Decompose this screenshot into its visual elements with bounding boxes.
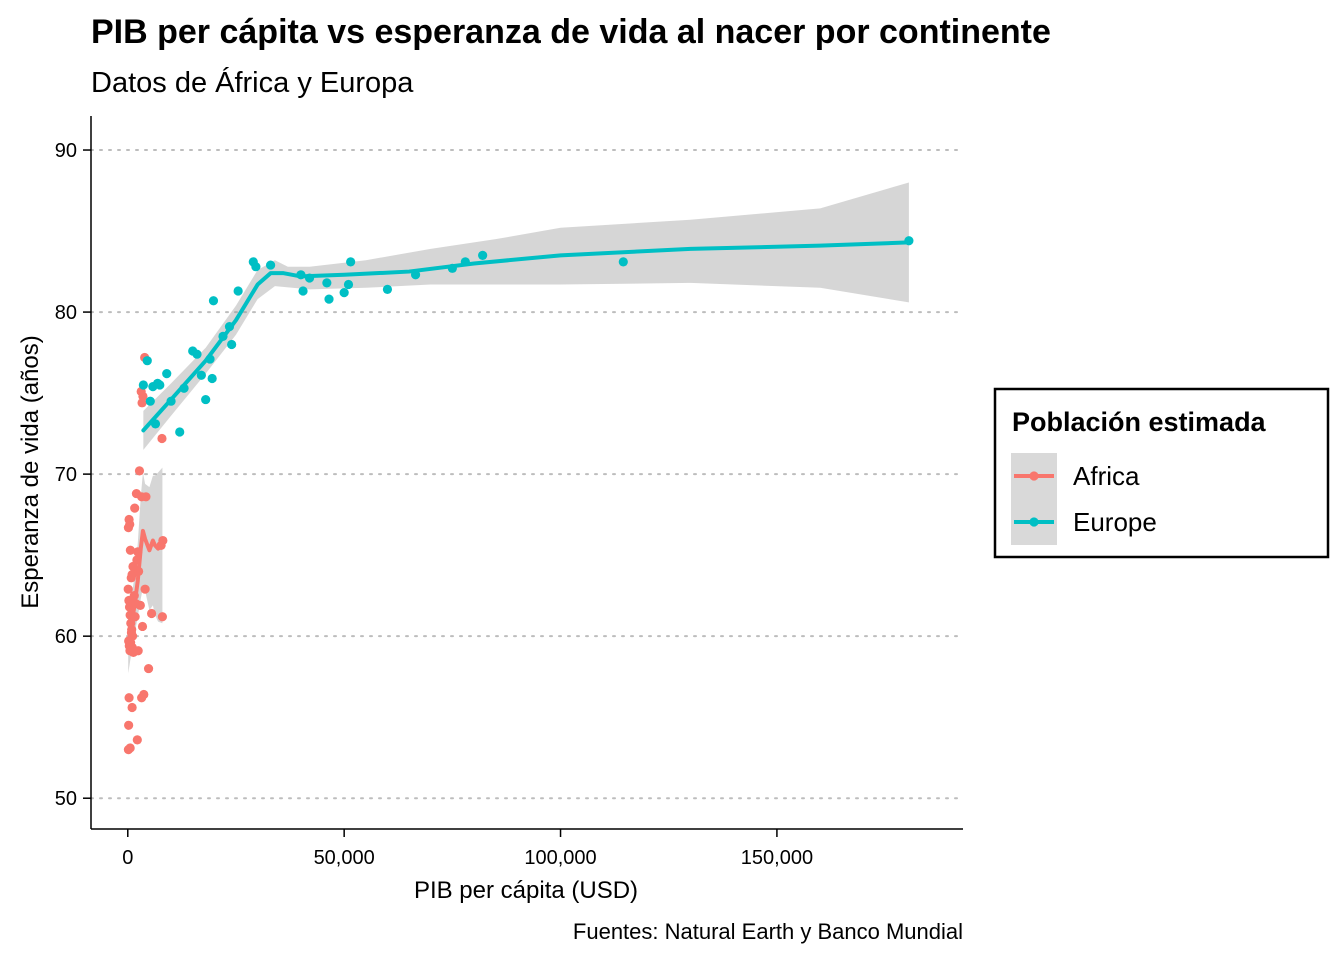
confidence-band-africa (128, 467, 163, 674)
chart-title: PIB per cápita vs esperanza de vida al n… (91, 13, 1051, 51)
data-point-europe-29 (324, 294, 334, 304)
x-axis-ticks: 0 50,000 100,000 150,000 (122, 829, 813, 869)
legend-label-africa: Africa (1073, 461, 1140, 491)
data-point-europe-12 (192, 349, 202, 359)
data-point-europe-26 (298, 286, 308, 296)
data-point-africa-44 (132, 735, 142, 745)
data-point-africa-43 (124, 720, 134, 730)
data-point-europe-20 (227, 339, 237, 350)
data-point-africa-42 (139, 689, 149, 700)
data-point-europe-30 (339, 288, 349, 298)
data-point-africa-32 (133, 646, 143, 656)
data-point-europe-33 (382, 284, 393, 294)
x-tick-label-100000: 100,000 (524, 847, 596, 869)
y-tick-label-90: 90 (55, 140, 77, 162)
data-point-europe-7 (162, 369, 172, 379)
smooth-lines (126, 240, 911, 647)
y-axis-title: Esperanza de vida (años) (17, 335, 44, 609)
legend-key-point-africa (1029, 471, 1039, 481)
data-point-africa-2 (125, 519, 135, 529)
data-point-africa-33 (135, 600, 145, 610)
data-point-europe-24 (265, 260, 276, 270)
data-point-europe-32 (346, 257, 356, 267)
data-point-europe-0 (138, 380, 148, 390)
data-point-europe-28 (322, 278, 332, 288)
data-point-europe-21 (233, 286, 243, 296)
y-axis-ticks: 50 60 70 80 90 (55, 140, 91, 810)
data-point-africa-36 (146, 608, 157, 619)
data-point-africa-37 (157, 612, 168, 622)
data-point-africa-3 (125, 545, 135, 555)
legend-label-europe: Europe (1073, 507, 1157, 537)
data-point-africa-27 (130, 503, 140, 513)
data-point-africa-46 (125, 743, 135, 753)
data-point-europe-17 (208, 296, 219, 306)
data-point-europe-6 (155, 380, 165, 390)
data-point-europe-2 (145, 396, 155, 406)
y-tick-label-80: 80 (55, 302, 77, 324)
data-point-africa-49 (138, 391, 148, 401)
data-point-africa-40 (127, 702, 137, 713)
data-point-europe-14 (201, 394, 211, 405)
y-tick-label-50: 50 (55, 788, 77, 810)
y-tick-label-60: 60 (55, 626, 77, 648)
data-point-africa-51 (157, 433, 167, 444)
legend-items: Africa Europe (1011, 453, 1157, 545)
data-point-europe-9 (175, 427, 185, 437)
y-tick-label-70: 70 (55, 464, 77, 486)
chart-caption: Fuentes: Natural Earth y Banco Mundial (573, 919, 963, 944)
x-tick-label-0: 0 (122, 847, 133, 869)
legend: Población estimada Africa Europe (993, 387, 1330, 559)
smooth-line-africa (126, 528, 165, 647)
chart-subtitle: Datos de África y Europa (91, 66, 414, 99)
data-point-africa-7 (123, 584, 133, 594)
data-point-africa-39 (124, 693, 134, 703)
data-point-europe-23 (251, 262, 261, 272)
x-tick-label-150000: 150,000 (741, 847, 813, 869)
data-point-africa-31 (141, 492, 151, 502)
data-point-europe-16 (207, 373, 217, 384)
x-axis-title: PIB per cápita (USD) (414, 877, 638, 904)
legend-key-point-europe (1029, 517, 1039, 527)
data-point-europe-13 (196, 370, 206, 380)
data-point-europe-31 (343, 279, 354, 290)
data-point-africa-29 (134, 466, 145, 476)
data-point-europe-37 (478, 250, 488, 260)
data-point-africa-35 (140, 584, 150, 594)
x-tick-label-50000: 50,000 (314, 847, 375, 869)
legend-title: Población estimada (1012, 407, 1267, 437)
grid-lines (90, 149, 964, 800)
smooth-line-europe (141, 240, 911, 433)
data-point-africa-38 (143, 663, 154, 674)
data-point-europe-1 (142, 356, 152, 366)
data-point-africa-34 (137, 621, 148, 632)
data-point-europe-38 (618, 257, 628, 267)
